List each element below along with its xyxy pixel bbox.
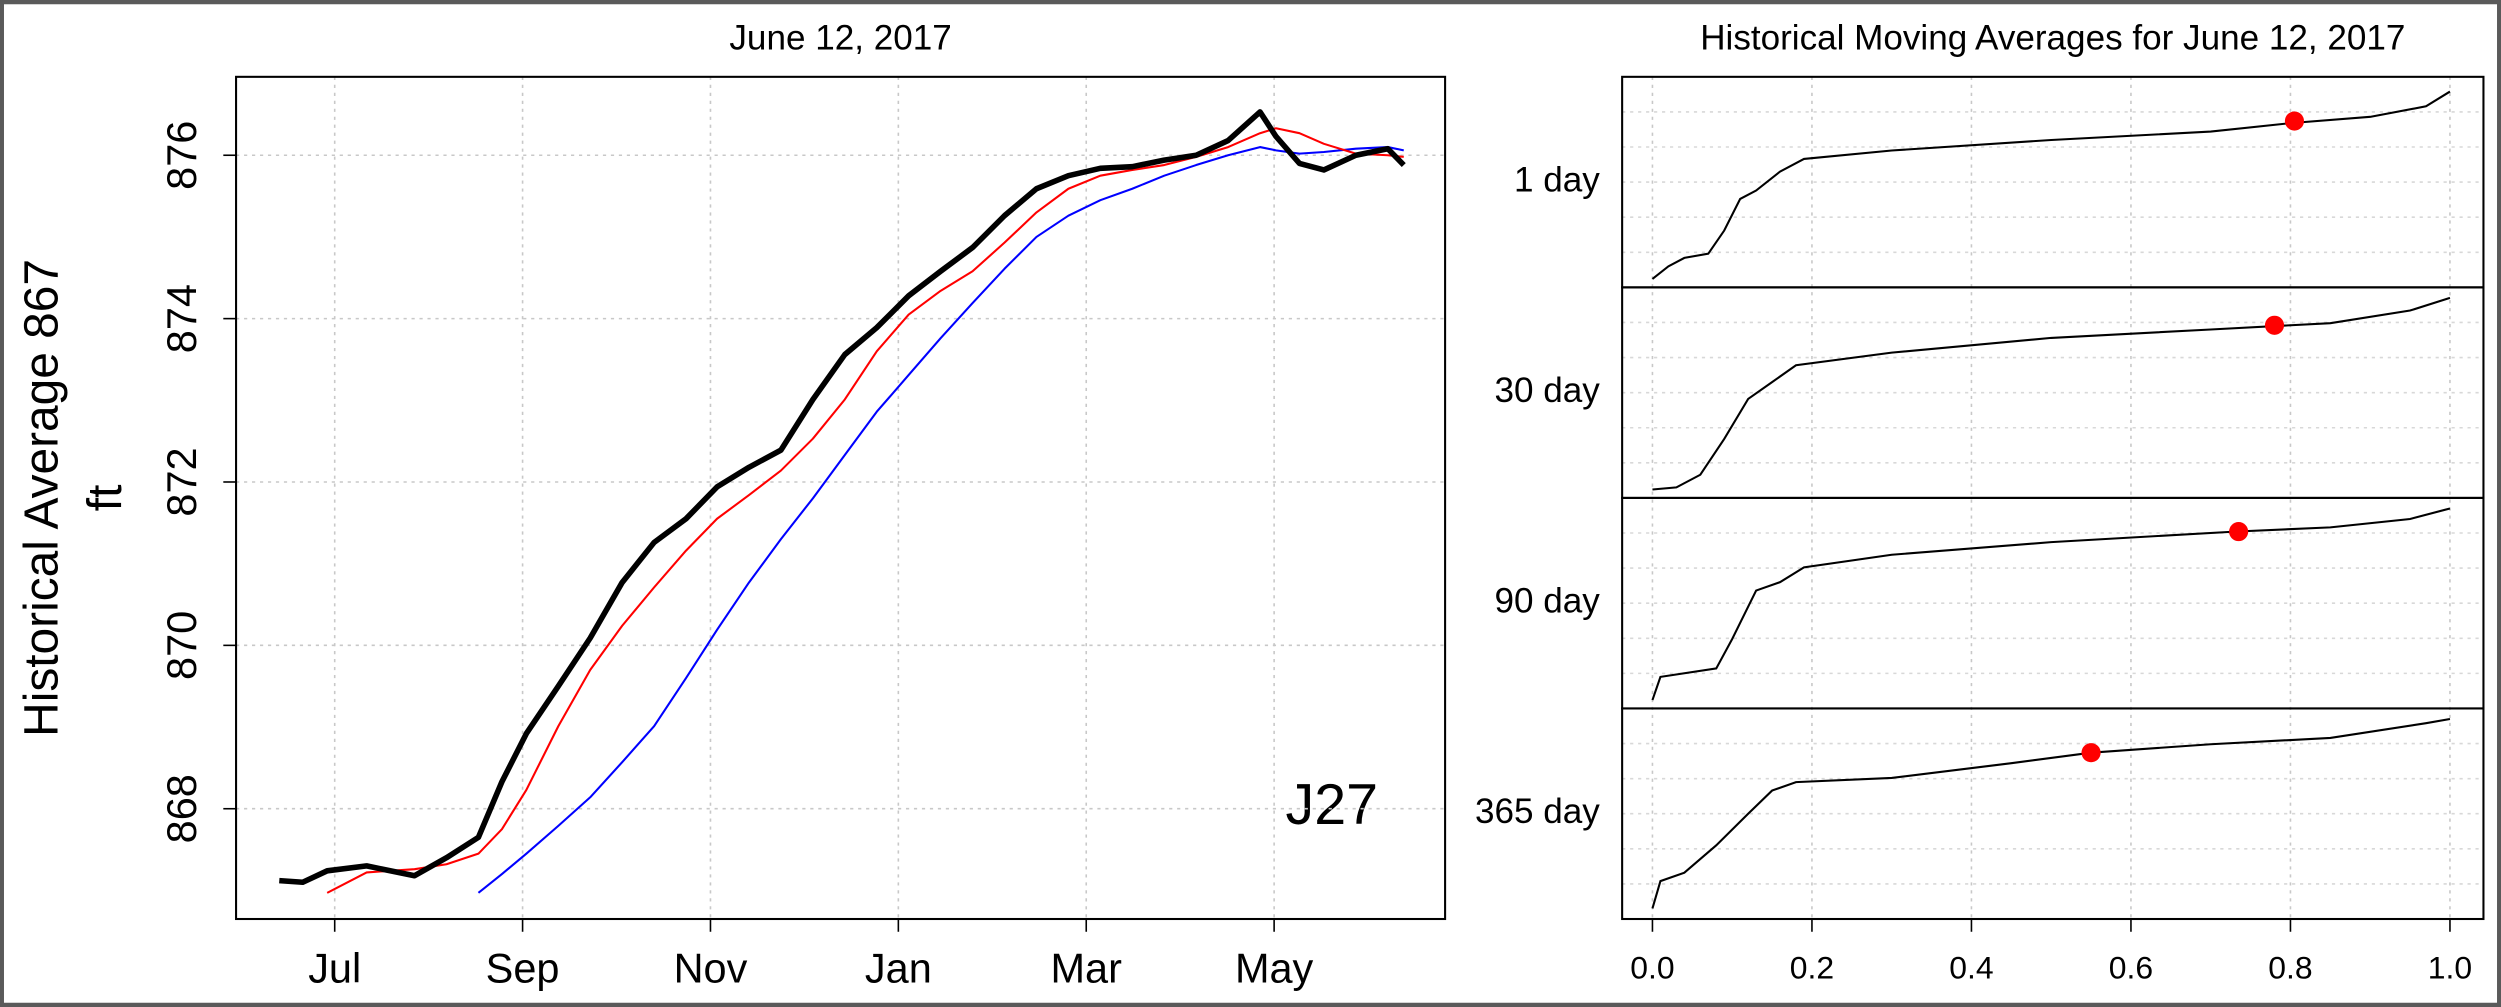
y-tick-label: 872: [158, 447, 205, 516]
line-series: [1651, 717, 2451, 909]
y-axis-label: ft: [79, 485, 132, 512]
x-tick-label: 0.6: [2109, 949, 2153, 985]
chart-title: June 12, 2017: [729, 18, 951, 57]
y-tick-label: 876: [158, 121, 205, 190]
current-point: [2284, 111, 2305, 131]
y-axis-label: Historical Average 867: [15, 259, 68, 737]
x-tick-label: Jul: [308, 945, 361, 992]
plot-frame: [235, 75, 1447, 921]
panel-label: 365 day: [1475, 792, 1600, 831]
x-tick-label: 1.0: [2428, 949, 2472, 985]
panel-frame: [1621, 707, 2485, 921]
x-tick-label: Jan: [865, 945, 932, 992]
x-tick-label: 0.2: [1790, 949, 1834, 985]
x-tick-label: Mar: [1051, 945, 1123, 992]
line-series: [477, 146, 1404, 894]
current-point: [2081, 743, 2101, 763]
line-series: [1651, 507, 2451, 701]
x-tick-label: Sep: [486, 945, 560, 992]
x-tick-label: 0.0: [1630, 949, 1674, 985]
y-tick-label: 868: [158, 774, 205, 843]
line-series: [1652, 296, 2451, 491]
y-tick-label: 874: [158, 284, 205, 353]
x-tick-label: 0.8: [2268, 949, 2312, 985]
line-series: [279, 109, 1406, 886]
panel-label: 90 day: [1494, 581, 1600, 620]
chart-title: Historical Moving Averages for June 12, …: [1700, 18, 2405, 57]
panel-label: 30 day: [1494, 371, 1600, 410]
line-series: [326, 127, 1404, 894]
annotation: J27: [1286, 773, 1379, 837]
panel-label: 1 day: [1514, 160, 1600, 199]
x-tick-label: May: [1235, 945, 1314, 992]
y-tick-label: 870: [158, 611, 205, 680]
current-point: [2264, 315, 2285, 335]
line-series: [1651, 90, 2451, 280]
x-tick-label: 0.4: [1949, 949, 1993, 985]
x-tick-label: Nov: [674, 945, 748, 992]
current-point: [2229, 522, 2249, 542]
